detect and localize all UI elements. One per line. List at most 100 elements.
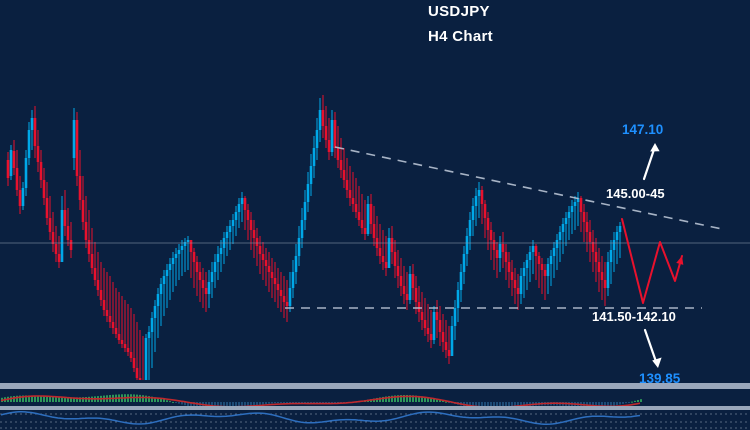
candle-body <box>600 272 604 280</box>
candle-body <box>549 256 553 264</box>
support-zone-label: 141.50-142.10 <box>592 309 676 324</box>
candle-body <box>426 328 430 334</box>
candle-body <box>192 252 196 262</box>
histogram-bar <box>184 402 186 406</box>
candle-body <box>84 222 88 240</box>
histogram-bar <box>616 402 618 406</box>
histogram-bar <box>376 397 378 402</box>
histogram-bar <box>505 402 507 409</box>
histogram-bar <box>475 402 477 408</box>
candle-body <box>336 148 340 160</box>
histogram-bar <box>445 401 447 403</box>
histogram-bar <box>610 402 612 407</box>
candle-body <box>138 378 142 380</box>
histogram-bar <box>292 402 294 403</box>
candle-body <box>195 262 199 272</box>
histogram-bar <box>229 402 231 410</box>
candle-body <box>570 206 574 212</box>
histogram-bar <box>403 395 405 402</box>
candle-body <box>531 246 535 252</box>
candle-body <box>306 184 310 202</box>
histogram-bar <box>427 397 429 402</box>
histogram-bar <box>67 397 69 402</box>
histogram-bar <box>520 402 522 407</box>
histogram-bar <box>79 397 81 402</box>
candle-body <box>282 296 286 302</box>
histogram-bar <box>412 395 414 402</box>
candle-body <box>126 348 130 352</box>
candle-body <box>45 198 49 218</box>
candle-body <box>147 332 151 338</box>
candle-body <box>15 168 19 190</box>
candle-body <box>270 272 274 278</box>
candle-body <box>456 290 460 308</box>
timeframe-label: H4 Chart <box>428 28 493 45</box>
candle-body <box>210 272 214 282</box>
candle-body <box>69 240 73 250</box>
candle-body <box>159 284 163 294</box>
candle-body <box>510 272 514 280</box>
histogram-bar <box>262 402 264 405</box>
candle-body <box>348 190 352 198</box>
candle-body <box>30 118 34 130</box>
histogram-bar <box>46 396 48 402</box>
histogram-bar <box>478 402 480 409</box>
histogram-bar <box>313 402 315 404</box>
candle-body <box>357 212 361 220</box>
candle-body <box>78 176 82 200</box>
candle-body <box>258 246 262 254</box>
candle-body <box>540 264 544 270</box>
histogram-bar <box>424 396 426 402</box>
candle-body <box>186 240 190 242</box>
histogram-bar <box>52 396 54 402</box>
histogram-bar <box>622 402 624 404</box>
candle-body <box>168 264 172 270</box>
histogram-bar <box>19 395 21 402</box>
trendline-group <box>0 146 750 309</box>
candle-body <box>105 310 109 316</box>
histogram-bar <box>514 402 516 408</box>
candle-body <box>288 288 292 306</box>
candle-body <box>381 256 385 262</box>
histogram-bar <box>40 395 42 402</box>
histogram-bar <box>400 395 402 402</box>
histogram-bar <box>253 402 255 406</box>
histogram-bar <box>145 395 147 402</box>
candle-body <box>552 248 556 256</box>
histogram-bar <box>607 402 609 407</box>
candle-body <box>321 110 325 126</box>
candle-body <box>87 240 91 254</box>
candle-body <box>96 280 100 290</box>
candle-body <box>444 342 448 350</box>
candle-body <box>63 210 67 226</box>
arrow-up-shaft <box>642 146 656 181</box>
histogram-bar <box>178 402 180 404</box>
candle-body <box>495 250 499 258</box>
candle-body <box>309 166 313 184</box>
candle-body <box>333 120 337 148</box>
histogram-bar <box>277 402 279 403</box>
candle-body <box>249 220 253 230</box>
histogram-bar <box>136 394 138 402</box>
candle-body <box>438 320 442 332</box>
histogram-bar <box>625 402 627 404</box>
histogram-bar <box>487 402 489 409</box>
candle-body <box>468 220 472 236</box>
candle-body <box>378 248 382 256</box>
histogram-bar <box>418 395 420 402</box>
candle-body <box>396 266 400 276</box>
candle-body <box>123 344 127 348</box>
histogram-bar <box>76 397 78 402</box>
candle-body <box>387 238 391 268</box>
candle-body <box>366 204 370 234</box>
histogram-bar <box>298 402 300 403</box>
candle-body <box>492 240 496 250</box>
candle-body <box>351 198 355 204</box>
candle-body <box>108 316 112 322</box>
candle-body <box>555 240 559 248</box>
candle-body <box>369 204 373 224</box>
candle-body <box>525 260 529 268</box>
candle-body <box>543 270 547 276</box>
candle-body <box>564 218 568 224</box>
histogram-bar <box>484 402 486 409</box>
